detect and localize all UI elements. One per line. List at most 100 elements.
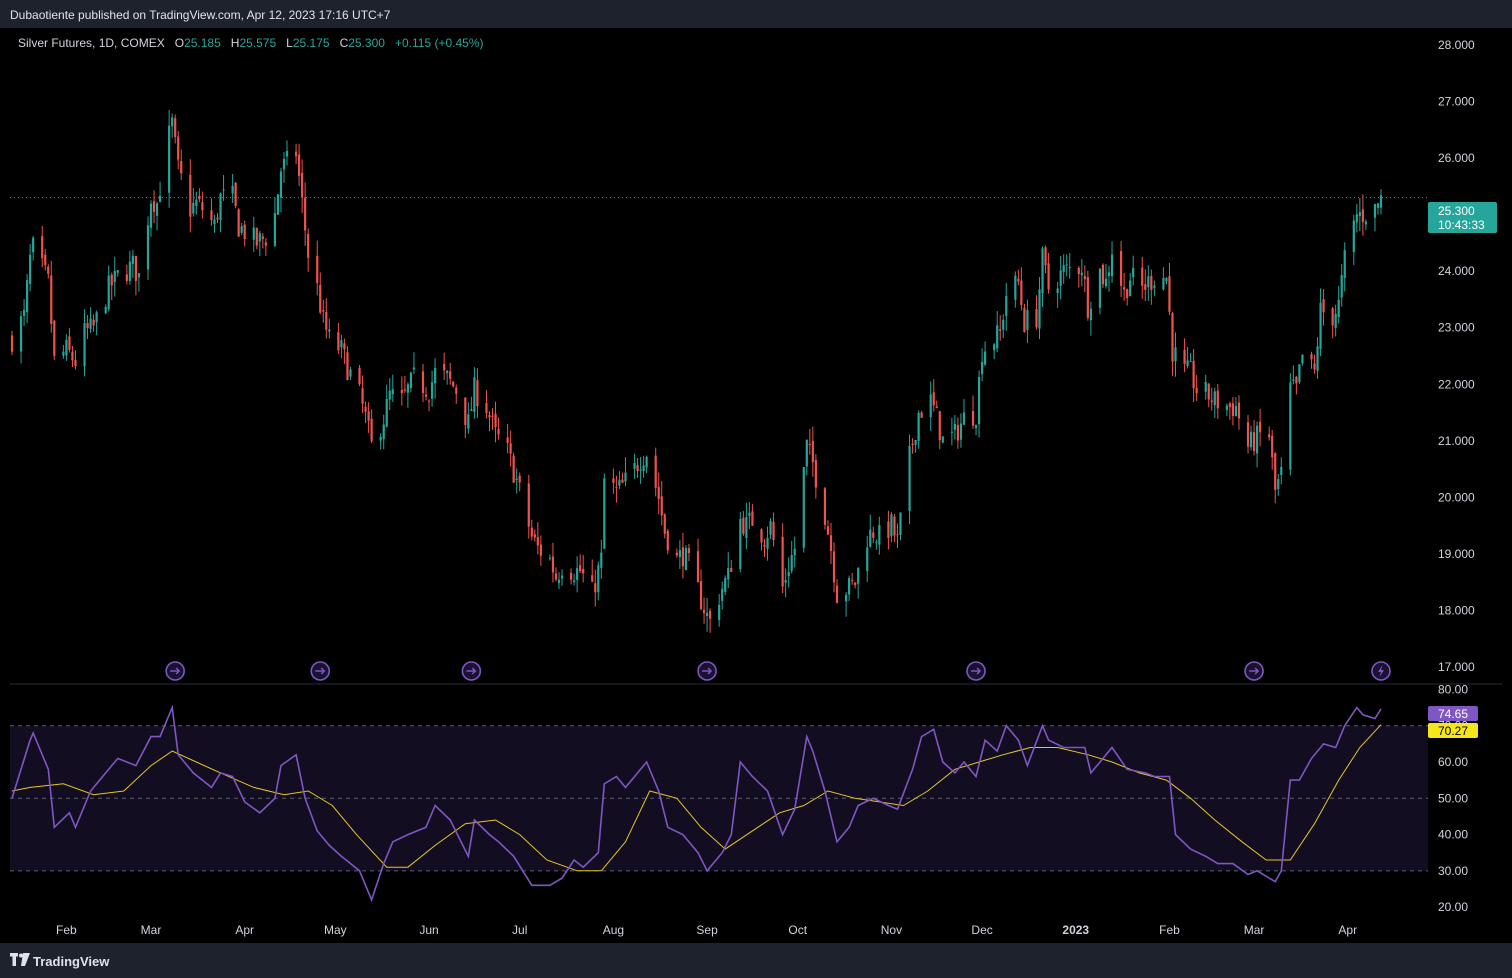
candle-body — [1005, 295, 1008, 316]
price-axis[interactable]: 28.00027.00026.00025.00024.00023.00022.0… — [1438, 38, 1475, 674]
candle-body — [530, 527, 533, 537]
symbol-name[interactable]: Silver Futures, 1D, COMEX — [18, 36, 165, 50]
rsi-tick-label: 20.00 — [1438, 900, 1468, 914]
candle-body — [1186, 360, 1189, 367]
candle — [600, 539, 603, 579]
candle — [1101, 263, 1105, 288]
dividend-event-icon[interactable] — [310, 661, 331, 681]
candle-body — [210, 210, 213, 221]
candle — [370, 409, 373, 443]
event-markers[interactable] — [165, 661, 1391, 681]
candle — [1331, 306, 1334, 339]
candle — [1234, 397, 1238, 417]
candle-body — [594, 583, 597, 593]
candle — [1147, 265, 1150, 301]
dividend-event-icon[interactable] — [697, 661, 717, 681]
low-value: 25.175 — [292, 36, 330, 50]
footer-bar: TradingView — [0, 943, 1512, 978]
candle — [304, 182, 307, 246]
candle — [379, 433, 382, 450]
candle-body — [811, 441, 814, 463]
candle — [476, 368, 479, 418]
candle — [594, 569, 597, 607]
candle — [518, 472, 521, 492]
candle — [1126, 288, 1129, 306]
candle — [1213, 387, 1216, 418]
candle — [996, 310, 999, 353]
candle-body — [137, 273, 141, 278]
candle-body — [938, 411, 941, 441]
candle — [328, 318, 331, 339]
candle — [240, 223, 243, 235]
dividend-event-icon[interactable] — [1244, 661, 1264, 681]
candle-body — [216, 217, 219, 220]
candle — [787, 557, 790, 588]
candle — [654, 447, 657, 497]
candle-body — [1101, 264, 1105, 285]
candle — [576, 556, 579, 593]
candle — [929, 381, 932, 431]
candle — [47, 264, 50, 279]
candle — [938, 410, 941, 450]
candle — [491, 407, 494, 431]
candle — [560, 569, 564, 586]
candle — [612, 468, 615, 494]
candle-body — [766, 537, 769, 549]
candle-body — [579, 565, 582, 572]
candle-body — [509, 443, 512, 454]
candle-body — [763, 544, 766, 547]
candle-body — [539, 544, 542, 556]
candle — [569, 568, 573, 585]
candle-body — [131, 255, 134, 264]
arrow-glyph — [315, 667, 326, 675]
candle — [1195, 375, 1198, 402]
candle-body — [1144, 284, 1147, 290]
candle-body — [554, 573, 558, 580]
candle — [285, 140, 289, 166]
candle-body — [890, 514, 893, 537]
price-tick-label: 22.000 — [1438, 377, 1475, 391]
close-value: 25.300 — [348, 36, 385, 50]
candle-body — [201, 202, 204, 211]
candle-body — [273, 213, 277, 246]
candle — [1316, 337, 1319, 379]
candle — [155, 201, 159, 231]
candle-body — [177, 136, 180, 160]
candle-body — [213, 219, 216, 225]
candle — [769, 518, 772, 540]
candle — [189, 159, 192, 233]
dividend-event-icon[interactable] — [966, 661, 986, 681]
lightning-event-icon[interactable] — [1371, 661, 1391, 681]
candle — [597, 561, 600, 601]
candle — [887, 510, 890, 550]
candle — [1165, 277, 1168, 285]
candle — [633, 453, 636, 479]
candle — [663, 513, 666, 539]
candle-body — [802, 467, 805, 548]
candle — [53, 319, 56, 361]
candle — [400, 376, 403, 406]
candle-body — [367, 411, 370, 421]
candle-body — [62, 351, 65, 356]
candle-body — [1292, 379, 1295, 381]
candle — [557, 572, 561, 590]
candle-body — [1268, 434, 1271, 438]
arrow-glyph — [170, 667, 181, 675]
time-axis[interactable]: Feb Mar Apr May Jun Jul Aug Sep Oct Nov Dec 2023 Feb… — [56, 923, 1357, 937]
candle — [22, 299, 26, 326]
candle-body — [962, 412, 966, 425]
dividend-event-icon[interactable] — [461, 661, 482, 681]
symbol-legend[interactable]: Silver Futures, 1D, COMEX O25.185 H25.57… — [18, 36, 483, 50]
candle — [449, 362, 452, 385]
time-tick-label: Apr — [1338, 923, 1357, 937]
candle — [512, 452, 515, 483]
candle-body — [222, 189, 225, 191]
candle-body — [1376, 203, 1380, 208]
candle-body — [1086, 277, 1089, 318]
candle — [427, 399, 431, 412]
candle-body — [307, 233, 310, 258]
dividend-event-icon[interactable] — [165, 661, 185, 681]
candle-body — [727, 567, 730, 580]
candle — [421, 363, 425, 402]
